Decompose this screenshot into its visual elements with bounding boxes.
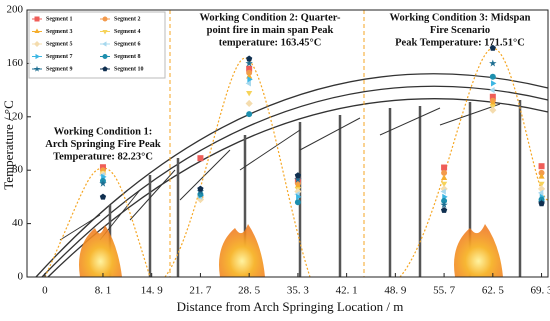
- legend-label: Segment 6: [114, 41, 141, 47]
- annotation: Arch Springing Fire Peak: [45, 139, 161, 150]
- legend-label: Segment 1: [46, 16, 73, 22]
- x-tick-label: 42. 1: [336, 285, 358, 297]
- y-tick-label: 80: [12, 164, 24, 176]
- point: [441, 197, 448, 204]
- point: [294, 199, 301, 206]
- annotation: Working Condition 2: Quarter-: [199, 12, 341, 23]
- point: [538, 181, 545, 188]
- point: [440, 181, 448, 188]
- legend-marker: [102, 41, 107, 47]
- legend-marker: [34, 16, 40, 22]
- legend-label: Segment 9: [46, 66, 73, 72]
- point: [538, 173, 545, 179]
- x-tick-label: 28. 5: [238, 285, 261, 297]
- point: [99, 193, 107, 200]
- point: [197, 155, 204, 162]
- point: [246, 111, 253, 118]
- legend-marker: [102, 16, 108, 22]
- x-tick-label: 62. 5: [482, 285, 505, 297]
- x-tick-label: 48. 9: [384, 285, 407, 297]
- annotation: Working Condition 3: Midspan: [390, 12, 531, 23]
- point: [489, 73, 496, 80]
- point: [245, 99, 253, 108]
- legend-label: Segment 4: [114, 29, 141, 35]
- point: [246, 69, 253, 76]
- legend-marker: [102, 66, 108, 72]
- point: [246, 55, 253, 62]
- point: [538, 163, 545, 170]
- point: [441, 164, 448, 171]
- point: [538, 200, 545, 207]
- point: [294, 172, 302, 179]
- annotation: Peak Temperature: 171.51°C: [395, 37, 525, 48]
- point: [489, 59, 497, 67]
- annotation: point fire in main span Peak: [207, 25, 334, 36]
- point: [489, 44, 496, 51]
- point: [294, 175, 302, 183]
- annotation: Fire Scenario: [430, 25, 490, 36]
- point: [246, 90, 253, 97]
- x-axis-label: Distance from Arch Springing Location / …: [177, 299, 404, 314]
- legend-label: Segment 10: [114, 66, 144, 72]
- point: [489, 99, 496, 106]
- point: [440, 206, 448, 213]
- point: [245, 80, 251, 87]
- point: [197, 185, 204, 192]
- x-tick-label: 14. 9: [141, 285, 164, 297]
- x-tick-label: 0: [42, 285, 48, 297]
- y-tick-label: 200: [7, 4, 24, 16]
- x-tick-label: 69. 3: [531, 285, 550, 297]
- y-tick-label: 120: [7, 110, 24, 122]
- legend-label: Segment 8: [114, 54, 141, 60]
- legend: Segment 1 Segment 2 Segment 3 Segment 4 Segm…: [28, 11, 166, 79]
- annotation: Temperature: 82.23°C: [53, 151, 153, 162]
- point: [247, 76, 253, 83]
- y-tick-label: 0: [18, 271, 24, 283]
- plot: 0 40 80 120 160 200 0 8. 1 14. 9 21. 7 28. 5 35. 3 4…: [7, 4, 550, 297]
- point: [99, 179, 107, 187]
- point: [440, 174, 448, 181]
- legend-marker: [34, 28, 40, 33]
- legend-marker: [102, 54, 108, 59]
- x-tick-label: 35. 3: [287, 285, 310, 297]
- legend-marker: [33, 65, 41, 72]
- y-tick-label: 160: [7, 57, 24, 69]
- legend-marker: [34, 41, 40, 47]
- legend-box: [28, 11, 166, 79]
- legend-label: Segment 7: [46, 54, 73, 60]
- point: [538, 169, 545, 176]
- y-axis-label: Temperature / °C: [1, 100, 16, 189]
- annotation: Working Condition 1:: [54, 126, 153, 137]
- point: [489, 86, 495, 94]
- x-tick-label: 21. 7: [189, 285, 212, 297]
- legend-label: Segment 5: [46, 41, 73, 47]
- plot-frame: [26, 9, 549, 278]
- dashed-dividers: [169, 10, 365, 277]
- legend-label: Segment 3: [46, 29, 73, 35]
- legend-label: Segment 2: [114, 16, 141, 22]
- point: [441, 169, 448, 176]
- y-tick-label: 40: [12, 217, 24, 229]
- x-tick-label: 8. 1: [95, 285, 112, 297]
- point: [440, 201, 448, 209]
- point: [294, 187, 302, 196]
- point: [245, 59, 253, 67]
- annotation: temperature: 163.45°C: [219, 37, 322, 48]
- point: [537, 189, 544, 197]
- point: [296, 193, 302, 201]
- legend-marker: [35, 53, 40, 60]
- point: [440, 188, 446, 195]
- point: [489, 106, 497, 114]
- legend-marker: [102, 30, 108, 35]
- fire-illustrations: [79, 224, 503, 277]
- point: [491, 80, 497, 87]
- point: [294, 182, 302, 189]
- x-tick-label: 55. 7: [433, 285, 456, 297]
